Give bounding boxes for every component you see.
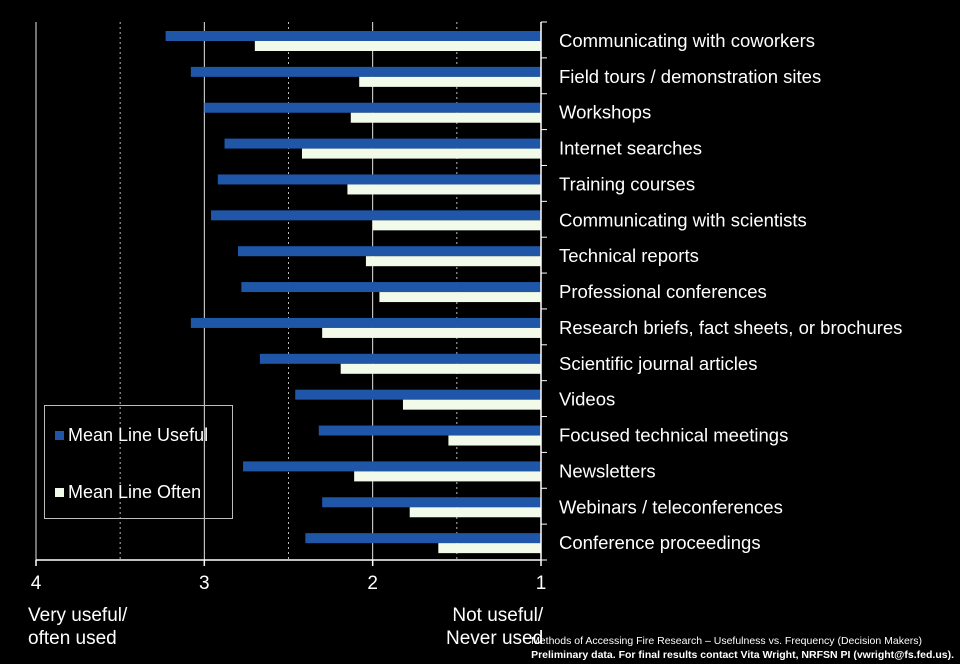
bar-useful xyxy=(243,461,542,472)
category-label: Newsletters xyxy=(559,460,656,481)
bar-useful xyxy=(211,210,542,221)
category-label: Videos xyxy=(559,389,615,410)
legend-item-useful: Mean Line Useful xyxy=(55,425,208,446)
bar-often xyxy=(347,184,541,195)
category-label: Training courses xyxy=(559,173,695,194)
bar-often xyxy=(254,41,542,51)
legend-swatch-often xyxy=(55,488,64,497)
bar-useful xyxy=(259,353,541,364)
legend-item-often: Mean Line Often xyxy=(55,482,201,503)
bars xyxy=(165,31,542,554)
bar-often xyxy=(372,220,541,231)
bar-often xyxy=(448,435,541,446)
x-axis-left-end-label: Very useful/often used xyxy=(28,605,128,649)
bar-useful xyxy=(238,246,541,257)
footer: Methods of Accessing Fire Research – Use… xyxy=(531,634,954,662)
bar-useful xyxy=(217,174,542,185)
category-label: Field tours / demonstration sites xyxy=(559,66,821,87)
category-label: Communicating with scientists xyxy=(559,209,807,230)
bar-often xyxy=(322,327,541,338)
bar-often xyxy=(379,292,541,303)
bar-useful xyxy=(305,533,541,544)
bar-often xyxy=(301,148,541,159)
category-label: Technical reports xyxy=(559,245,699,266)
bar-useful xyxy=(322,497,541,508)
category-labels: Communicating with coworkers Field tours … xyxy=(559,30,902,553)
bar-often xyxy=(409,507,541,518)
bar-useful xyxy=(190,317,541,328)
bar-often xyxy=(340,363,541,374)
x-tick-label: 3 xyxy=(199,573,210,594)
category-label: Communicating with coworkers xyxy=(559,30,815,51)
bar-useful xyxy=(318,425,541,436)
bar-useful xyxy=(224,138,542,149)
category-label: Scientific journal articles xyxy=(559,353,757,374)
category-label: Focused technical meetings xyxy=(559,425,788,446)
bar-useful xyxy=(165,31,541,41)
x-axis: 4 3 2 1 xyxy=(31,21,547,594)
x-tick-label: 2 xyxy=(367,573,378,594)
bar-often xyxy=(365,256,541,267)
bar-often xyxy=(354,471,541,482)
category-label: Professional conferences xyxy=(559,281,767,302)
legend-label-useful: Mean Line Useful xyxy=(68,425,209,445)
x-tick-label: 1 xyxy=(536,573,547,594)
legend-swatch-useful xyxy=(55,431,64,440)
category-label: Webinars / teleconferences xyxy=(559,496,783,517)
category-label: Workshops xyxy=(559,102,651,123)
legend-label-often: Mean Line Often xyxy=(68,482,202,502)
bar-often xyxy=(359,76,541,87)
bar-useful xyxy=(241,282,541,293)
legend: Mean Line Useful Mean Line Often xyxy=(44,405,233,519)
category-label: Research briefs, fact sheets, or brochur… xyxy=(559,317,902,338)
footer-title: Methods of Accessing Fire Research – Use… xyxy=(531,635,923,647)
bar-useful xyxy=(204,102,542,113)
bar-useful xyxy=(295,389,541,400)
x-tick-label: 4 xyxy=(31,573,42,594)
bar-often xyxy=(402,399,541,410)
bar-often xyxy=(350,112,541,123)
footer-note: Preliminary data. For final results cont… xyxy=(531,649,954,661)
category-label: Conference proceedings xyxy=(559,532,761,553)
bar-useful xyxy=(190,66,541,77)
bar-often xyxy=(438,543,541,554)
category-label: Internet searches xyxy=(559,138,702,159)
x-axis-right-end-label: Not useful/Never used xyxy=(446,605,544,649)
